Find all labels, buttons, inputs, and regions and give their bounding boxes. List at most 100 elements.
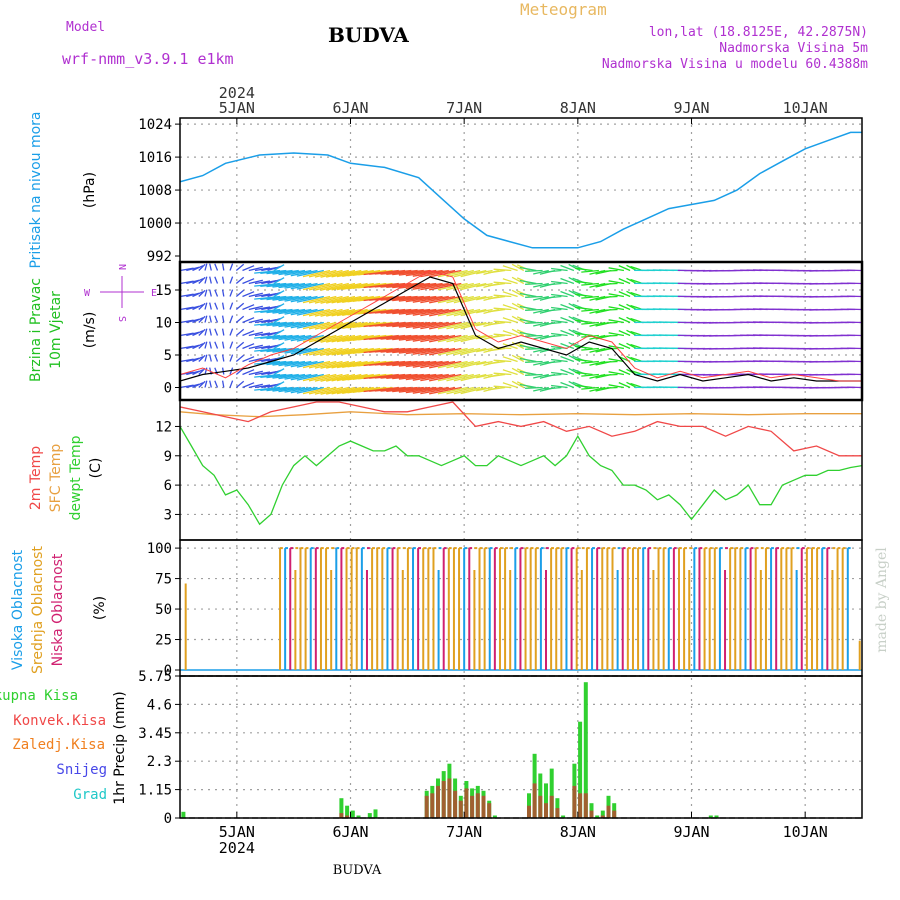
wind-barb (502, 382, 518, 389)
wind-barb (192, 304, 204, 311)
wind-barb (475, 347, 493, 353)
wind-barb (380, 295, 418, 301)
wind-barb (272, 386, 299, 392)
wind-barb (209, 341, 212, 349)
wind-barb (560, 342, 575, 350)
wind-barb (544, 308, 562, 312)
wind-barb (626, 368, 637, 376)
wind-barb (314, 308, 343, 317)
wind-barb (502, 265, 518, 272)
wind-barb (446, 308, 474, 317)
wind-barb (221, 354, 225, 362)
wind-barb (380, 282, 418, 288)
wind-barb (533, 360, 549, 366)
precip-legend-item: Ukupna Kisa (0, 688, 78, 704)
wind-barb (214, 302, 219, 310)
total-precip-bar (708, 815, 713, 818)
wind-barb (198, 380, 206, 388)
wind-barb (192, 382, 204, 389)
wind-barb (278, 269, 306, 276)
temp-2m-label: 2m Temp (28, 446, 44, 510)
wind-barb (560, 355, 575, 363)
wind-barb (519, 383, 537, 389)
wind-barb (308, 282, 337, 291)
wind-barb (493, 385, 512, 389)
wind-barb (405, 347, 443, 355)
wind-barb (336, 295, 368, 304)
wind-barb (331, 386, 362, 395)
wind-barb (380, 347, 418, 353)
wind-barb (502, 291, 518, 298)
wind-barb (214, 315, 219, 323)
wind-barb (618, 369, 631, 376)
top-day-label: 10JAN (783, 99, 828, 117)
wind-barb (544, 295, 562, 299)
wind-barb (229, 315, 234, 323)
wind-barb (544, 334, 562, 338)
wind-barb (290, 282, 318, 290)
wind-barb (296, 321, 324, 329)
wind-barb (475, 282, 493, 288)
wind-barb (420, 360, 456, 369)
wind-barb (302, 347, 331, 356)
wind-barb (493, 359, 512, 363)
wind-barb (254, 371, 271, 376)
wind-barb (502, 369, 518, 376)
wind-barb (273, 329, 285, 337)
wind-barb (242, 278, 255, 285)
wind-barb (284, 269, 312, 276)
wind-barb (248, 266, 263, 272)
wind-barb (533, 373, 549, 379)
wind-barb (214, 380, 219, 388)
wind-barb (254, 345, 271, 350)
wind-barb (302, 269, 331, 278)
wind-barb (405, 386, 443, 394)
y-tick-label: 5.75 (138, 669, 172, 685)
wind-barb (302, 373, 331, 382)
wind-barb (525, 334, 543, 337)
wind-barb (336, 360, 368, 369)
total-precip-bar (345, 805, 350, 818)
wind-barb (398, 269, 437, 276)
wind-barb (626, 264, 637, 272)
wind-barb (525, 282, 543, 285)
wind-barb (575, 345, 593, 350)
total-precip-bar (549, 768, 554, 818)
y-tick-label: 100 (147, 541, 172, 557)
wind-barb (192, 330, 204, 337)
compass-south: S (116, 316, 127, 322)
wind-barb (204, 315, 208, 323)
wind-barb (488, 269, 506, 274)
wind-barb (221, 289, 225, 297)
total-precip-bar (583, 682, 588, 818)
wind-barb (618, 278, 631, 285)
wind-barb (575, 319, 593, 324)
wind-barb (437, 308, 468, 317)
wind-barb (475, 334, 493, 340)
wind-barb (296, 282, 324, 290)
wind-barb (437, 282, 468, 291)
wind-barb (204, 263, 208, 271)
wind-barb (326, 269, 356, 278)
wind-barb (204, 276, 208, 284)
wind-barb (618, 343, 631, 350)
wind-barb (320, 334, 349, 343)
wind-barb (326, 386, 356, 395)
wind-barb (221, 302, 225, 310)
y-tick-label: 992 (147, 249, 172, 265)
wind-barb (308, 347, 337, 356)
wind-barb (533, 321, 549, 327)
wind-barb (519, 305, 537, 311)
wind-barb (204, 367, 208, 375)
convective-precip-bar (453, 790, 458, 818)
wind-barb (412, 373, 449, 381)
wind-barb (568, 380, 581, 389)
footer-station: BUDVA (333, 863, 382, 878)
convective-precip-bar (612, 810, 617, 818)
wind-barb (326, 360, 356, 369)
convective-precip-bar (475, 793, 480, 818)
wind-barb (221, 328, 225, 336)
wind-barb (412, 334, 449, 342)
wind-barb (254, 373, 281, 378)
